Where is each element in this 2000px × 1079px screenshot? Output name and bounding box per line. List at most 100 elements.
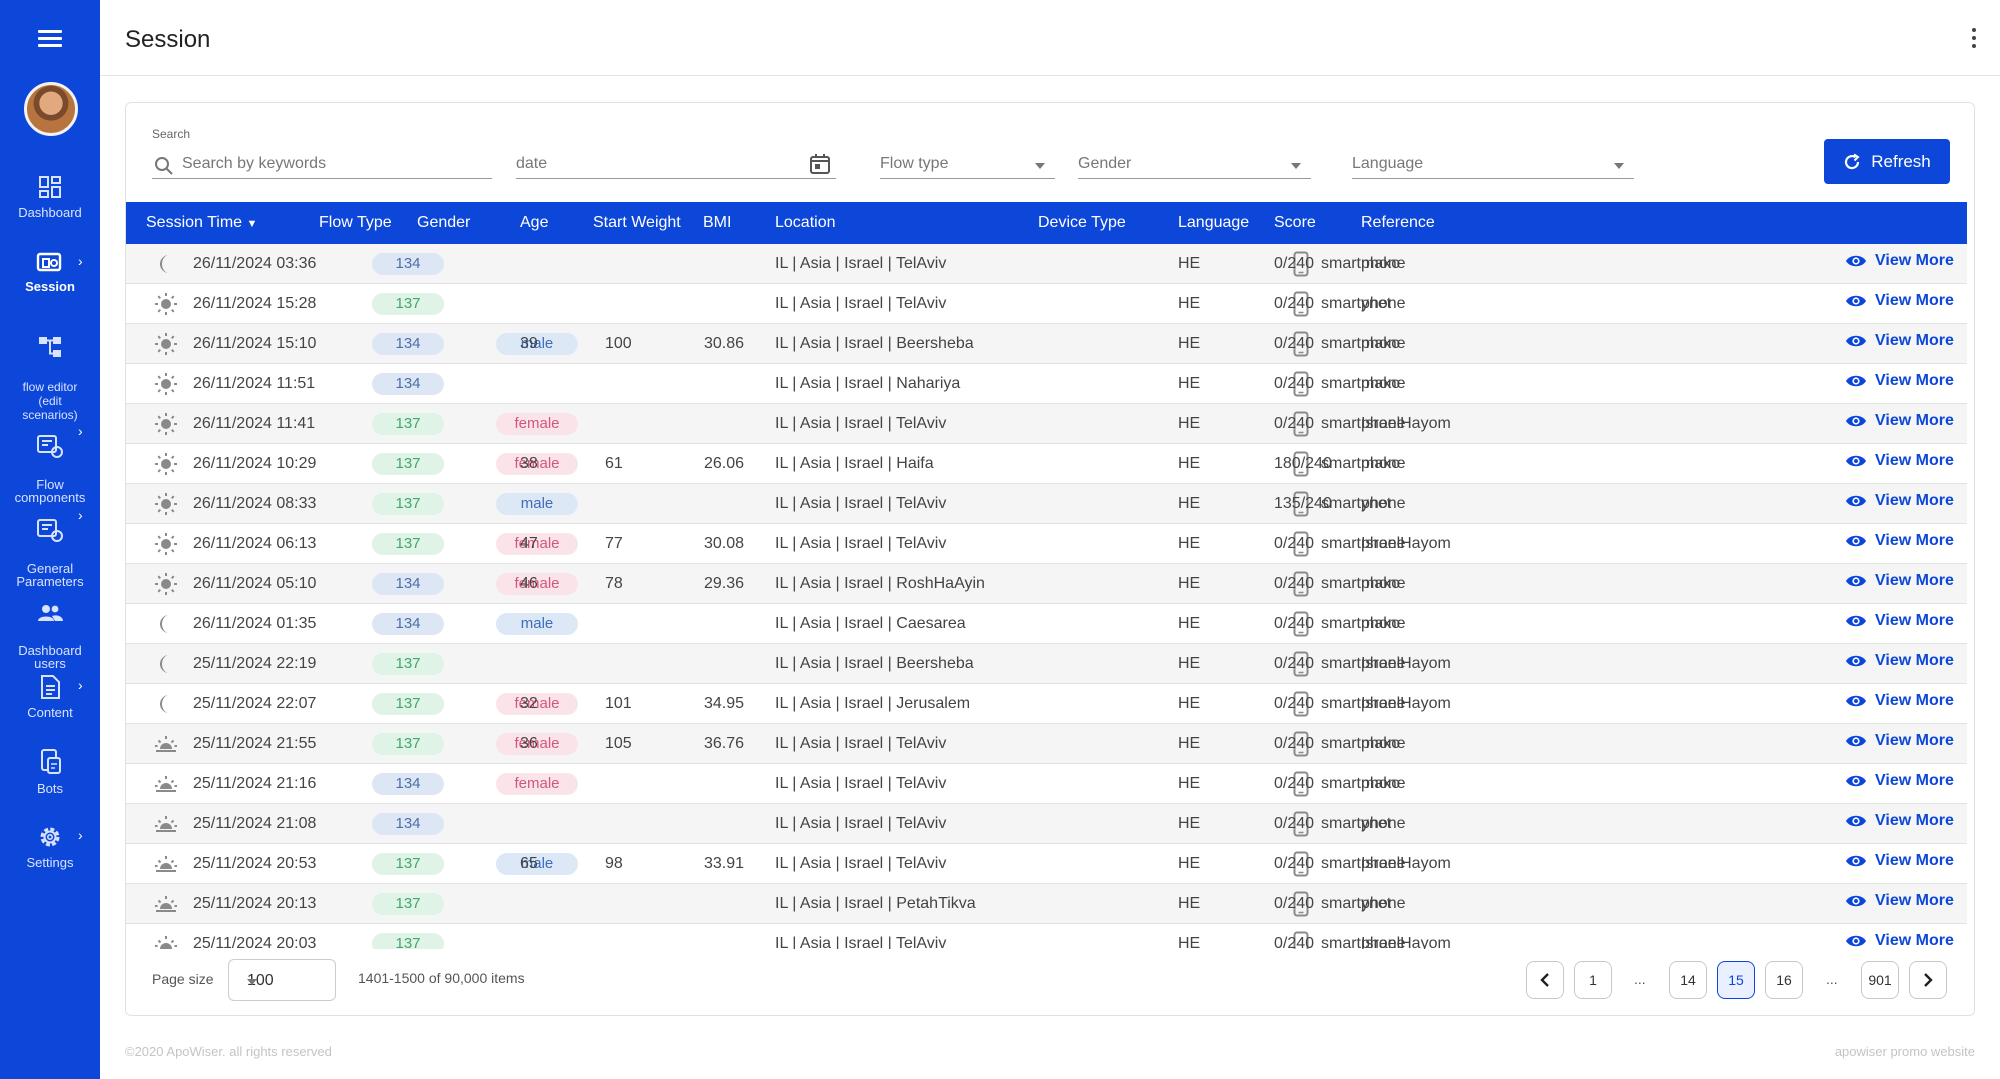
cell-language: HE xyxy=(1178,935,1201,949)
view-more-link[interactable]: View More xyxy=(1845,292,1954,310)
table-row[interactable]: 26/11/2024 01:35 134 male IL | Asia | Israe… xyxy=(126,604,1967,644)
view-more-label: View More xyxy=(1875,572,1954,589)
language-select[interactable]: Language xyxy=(1352,149,1634,179)
promo-link[interactable]: apowiser promo website xyxy=(1834,1044,1975,1059)
page-button-current[interactable]: 15 xyxy=(1717,961,1755,999)
sidebar-item-dashboard[interactable]: Dashboard xyxy=(0,174,100,219)
table-row[interactable]: 26/11/2024 15:28 137 IL | Asia | Israel | … xyxy=(126,284,1967,324)
pagination-ellipsis: ... xyxy=(1634,971,1646,987)
view-more-link[interactable]: View More xyxy=(1845,772,1954,790)
table-row[interactable]: 26/11/2024 06:13 137 female 47 77 30.08 IL | A… xyxy=(126,524,1967,564)
view-more-link[interactable]: View More xyxy=(1845,732,1954,750)
cell-language: HE xyxy=(1178,255,1201,272)
view-more-link[interactable]: View More xyxy=(1845,692,1954,710)
flow-type-badge: 137 xyxy=(372,533,444,555)
column-header-language[interactable]: Language xyxy=(1178,214,1250,231)
page-button[interactable]: 901 xyxy=(1861,961,1899,999)
view-more-link[interactable]: View More xyxy=(1845,612,1954,630)
table-row[interactable]: 25/11/2024 21:08 134 IL | Asia | Israel | … xyxy=(126,804,1967,844)
sidebar-item-flow-components[interactable]: Flow components xyxy=(0,420,100,504)
sunset-icon xyxy=(154,852,178,881)
column-header-location[interactable]: Location xyxy=(775,214,836,231)
view-more-link[interactable]: View More xyxy=(1845,532,1954,550)
table-body: 26/11/2024 03:36 134 IL | Asia | Israel | … xyxy=(126,244,1967,949)
column-header-device-type[interactable]: Device Type xyxy=(1038,214,1126,231)
column-header-flow-type[interactable]: Flow Type xyxy=(319,214,392,231)
gender-badge: female xyxy=(496,533,578,555)
prev-page-button[interactable] xyxy=(1526,961,1564,999)
next-page-button[interactable] xyxy=(1909,961,1947,999)
table-row[interactable]: 25/11/2024 22:19 137 IL | Asia | Israel | … xyxy=(126,644,1967,684)
page-button[interactable]: 16 xyxy=(1765,961,1803,999)
refresh-button[interactable]: Refresh xyxy=(1824,139,1950,184)
page-button[interactable]: 1 xyxy=(1574,961,1612,999)
column-header-gender[interactable]: Gender xyxy=(417,214,471,231)
table-row[interactable]: 25/11/2024 21:16 134 female IL | Asia | Isr… xyxy=(126,764,1967,804)
view-more-link[interactable]: View More xyxy=(1845,572,1954,590)
sidebar-item-flow-editor[interactable]: flow editor (edit scenarios) xyxy=(0,320,100,422)
gender-select[interactable]: Gender xyxy=(1078,149,1311,179)
view-more-link[interactable]: View More xyxy=(1845,812,1954,830)
more-options-icon[interactable] xyxy=(1972,28,1978,52)
cell-reference: mako xyxy=(1361,615,1401,632)
table-row[interactable]: 26/11/2024 03:36 134 IL | Asia | Israel | … xyxy=(126,244,1967,284)
table-row[interactable]: 26/11/2024 11:41 137 female IL | Asia | Isr… xyxy=(126,404,1967,444)
table-row[interactable]: 26/11/2024 10:29 137 female 38 61 26.06 IL | A… xyxy=(126,444,1967,484)
cell-session-time: 26/11/2024 01:35 xyxy=(193,615,317,632)
chevron-down-icon xyxy=(247,979,257,985)
cell-reference: mako xyxy=(1361,375,1401,392)
view-more-link[interactable]: View More xyxy=(1845,492,1954,510)
view-more-link[interactable]: View More xyxy=(1845,252,1954,270)
table-row[interactable]: 25/11/2024 20:53 137 male 65 98 33.91 IL | Asi… xyxy=(126,844,1967,884)
view-more-link[interactable]: View More xyxy=(1845,652,1954,670)
sidebar-item-dashboard-users[interactable]: Dashboard users xyxy=(0,588,100,670)
cell-reference: mako xyxy=(1361,575,1401,592)
table-row[interactable]: 26/11/2024 15:10 134 male 39 100 30.86 IL | As… xyxy=(126,324,1967,364)
table-row[interactable]: 26/11/2024 05:10 134 female 46 78 29.36 IL | A… xyxy=(126,564,1967,604)
cell-language: HE xyxy=(1178,335,1201,352)
column-header-score[interactable]: Score xyxy=(1274,214,1316,231)
view-more-link[interactable]: View More xyxy=(1845,372,1954,390)
date-field[interactable]: date xyxy=(516,149,836,179)
cell-age: 32 xyxy=(520,695,538,712)
sidebar-item-general-parameters[interactable]: General Parameters xyxy=(0,504,100,588)
cell-age: 38 xyxy=(520,455,538,472)
view-more-link[interactable]: View More xyxy=(1845,932,1954,949)
smartphone-icon xyxy=(1293,491,1309,522)
cell-session-time: 25/11/2024 20:03 xyxy=(193,935,317,949)
sidebar-item-bots[interactable]: Bots xyxy=(0,748,100,795)
cell-session-time: 26/11/2024 08:33 xyxy=(193,495,317,512)
cell-reference: mako xyxy=(1361,255,1401,272)
cell-reference: IsraelHayom xyxy=(1361,695,1451,712)
search-input[interactable]: Search by keywords xyxy=(152,149,492,179)
view-more-link[interactable]: View More xyxy=(1845,852,1954,870)
column-header-age[interactable]: Age xyxy=(520,214,549,231)
users-icon xyxy=(38,605,63,621)
calendar-icon[interactable] xyxy=(808,152,832,176)
column-header-bmi[interactable]: BMI xyxy=(703,214,732,231)
page-button[interactable]: 14 xyxy=(1669,961,1707,999)
sidebar-item-content[interactable]: Content xyxy=(0,674,100,719)
avatar[interactable] xyxy=(24,82,78,136)
refresh-icon xyxy=(1845,153,1860,169)
table-row[interactable]: 25/11/2024 20:03 137 IL | Asia | Israel | … xyxy=(126,924,1967,949)
column-header-reference[interactable]: Reference xyxy=(1361,214,1435,231)
view-more-link[interactable]: View More xyxy=(1845,892,1954,910)
moon-icon xyxy=(154,692,178,721)
sidebar-item-settings[interactable]: Settings xyxy=(0,824,100,869)
column-header-start-weight[interactable]: Start Weight xyxy=(593,214,681,231)
view-more-link[interactable]: View More xyxy=(1845,452,1954,470)
table-row[interactable]: 25/11/2024 22:07 137 female 32 101 34.95 IL | … xyxy=(126,684,1967,724)
table-row[interactable]: 25/11/2024 21:55 137 female 36 105 36.76 IL | … xyxy=(126,724,1967,764)
moon-icon xyxy=(154,652,178,681)
table-row[interactable]: 26/11/2024 11:51 134 IL | Asia | Israel | … xyxy=(126,364,1967,404)
view-more-link[interactable]: View More xyxy=(1845,412,1954,430)
table-row[interactable]: 25/11/2024 20:13 137 IL | Asia | Israel | … xyxy=(126,884,1967,924)
flow-type-select[interactable]: Flow type xyxy=(880,149,1055,179)
page-size-select[interactable]: 100 xyxy=(228,959,336,1001)
view-more-link[interactable]: View More xyxy=(1845,332,1954,350)
sidebar-item-session[interactable]: Session xyxy=(0,250,100,293)
table-row[interactable]: 26/11/2024 08:33 137 male IL | Asia | Israe… xyxy=(126,484,1967,524)
column-header-session-time[interactable]: Session Time ▼ xyxy=(146,214,258,231)
hamburger-menu-icon[interactable] xyxy=(38,30,62,48)
